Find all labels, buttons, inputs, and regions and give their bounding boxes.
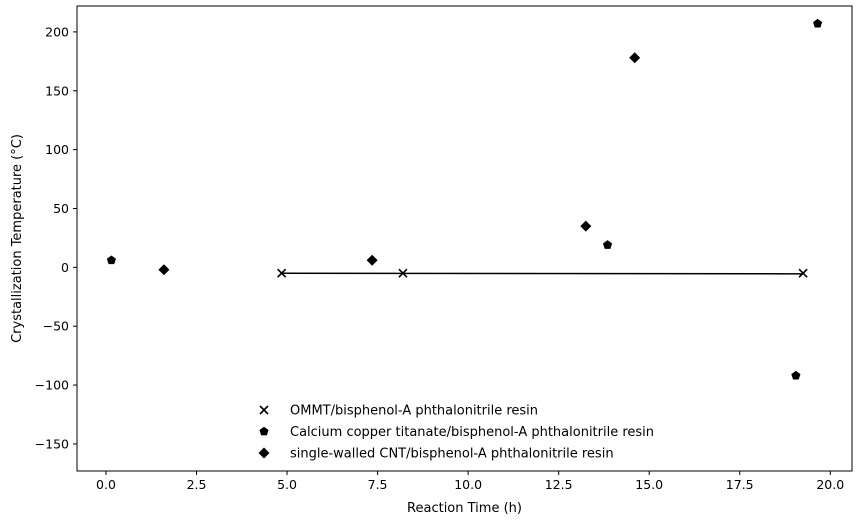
series-line bbox=[281, 272, 804, 275]
x-tick-label: 7.5 bbox=[368, 477, 388, 492]
x-tick-label: 15.0 bbox=[635, 477, 663, 492]
y-axis-label: Crystallization Temperature (°C) bbox=[10, 134, 25, 343]
y-tick-label: 0 bbox=[61, 260, 69, 275]
y-tick-label: −150 bbox=[35, 436, 69, 451]
legend: OMMT/bisphenol-A phthalonitrile resin Cal… bbox=[258, 404, 654, 462]
legend-entry-label: single-walled CNT/bisphenol-A phthalonit… bbox=[290, 447, 614, 462]
x-tick-label: 10.0 bbox=[454, 477, 482, 492]
x-tick-label: 20.0 bbox=[816, 477, 844, 492]
data-point-diamond bbox=[629, 52, 641, 64]
data-point-pentagon bbox=[791, 370, 801, 380]
y-axis-ticks: −150 −100 −50 0 50 100 150 200 bbox=[35, 24, 77, 451]
y-tick-label: 200 bbox=[45, 24, 69, 39]
data-point-pentagon bbox=[813, 18, 823, 28]
y-tick-label: −50 bbox=[43, 319, 69, 334]
x-stroke bbox=[277, 268, 287, 278]
data-point-pentagon bbox=[106, 255, 116, 265]
data-point-diamond bbox=[158, 264, 170, 276]
x-tick-label: 17.5 bbox=[726, 477, 754, 492]
x-stroke bbox=[259, 405, 269, 415]
x-tick-label: 2.5 bbox=[187, 477, 207, 492]
data-point-diamond bbox=[580, 220, 592, 232]
data-point-x bbox=[798, 268, 808, 278]
x-axis-label: Reaction Time (h) bbox=[407, 501, 522, 516]
data-point-diamond bbox=[366, 254, 378, 266]
x-tick-label: 5.0 bbox=[277, 477, 297, 492]
data-point-x bbox=[398, 268, 408, 278]
data-point-pentagon bbox=[602, 240, 613, 249]
x-tick-label: 12.5 bbox=[545, 477, 573, 492]
y-tick-label: −100 bbox=[35, 378, 69, 393]
plot-frame bbox=[76, 5, 853, 472]
x-tick-label: 0.0 bbox=[96, 477, 116, 492]
legend-marker-diamond bbox=[258, 447, 270, 459]
legend-entry-label: Calcium copper titanate/bisphenol-A phth… bbox=[290, 425, 654, 440]
data-point-x bbox=[277, 268, 287, 278]
y-tick-label: 50 bbox=[53, 201, 69, 216]
legend-marker-pentagon bbox=[259, 426, 269, 436]
legend-marker-x bbox=[259, 405, 269, 415]
x-axis-ticks: 0.0 2.5 5.0 7.5 10.0 12.5 15.0 17.5 20.0 bbox=[96, 471, 844, 492]
y-tick-label: 150 bbox=[45, 83, 69, 98]
x-stroke bbox=[798, 268, 808, 278]
plot-layer bbox=[106, 18, 823, 380]
x-stroke bbox=[398, 268, 408, 278]
y-tick-label: 100 bbox=[45, 142, 69, 157]
legend-entry-label: OMMT/bisphenol-A phthalonitrile resin bbox=[290, 404, 538, 419]
